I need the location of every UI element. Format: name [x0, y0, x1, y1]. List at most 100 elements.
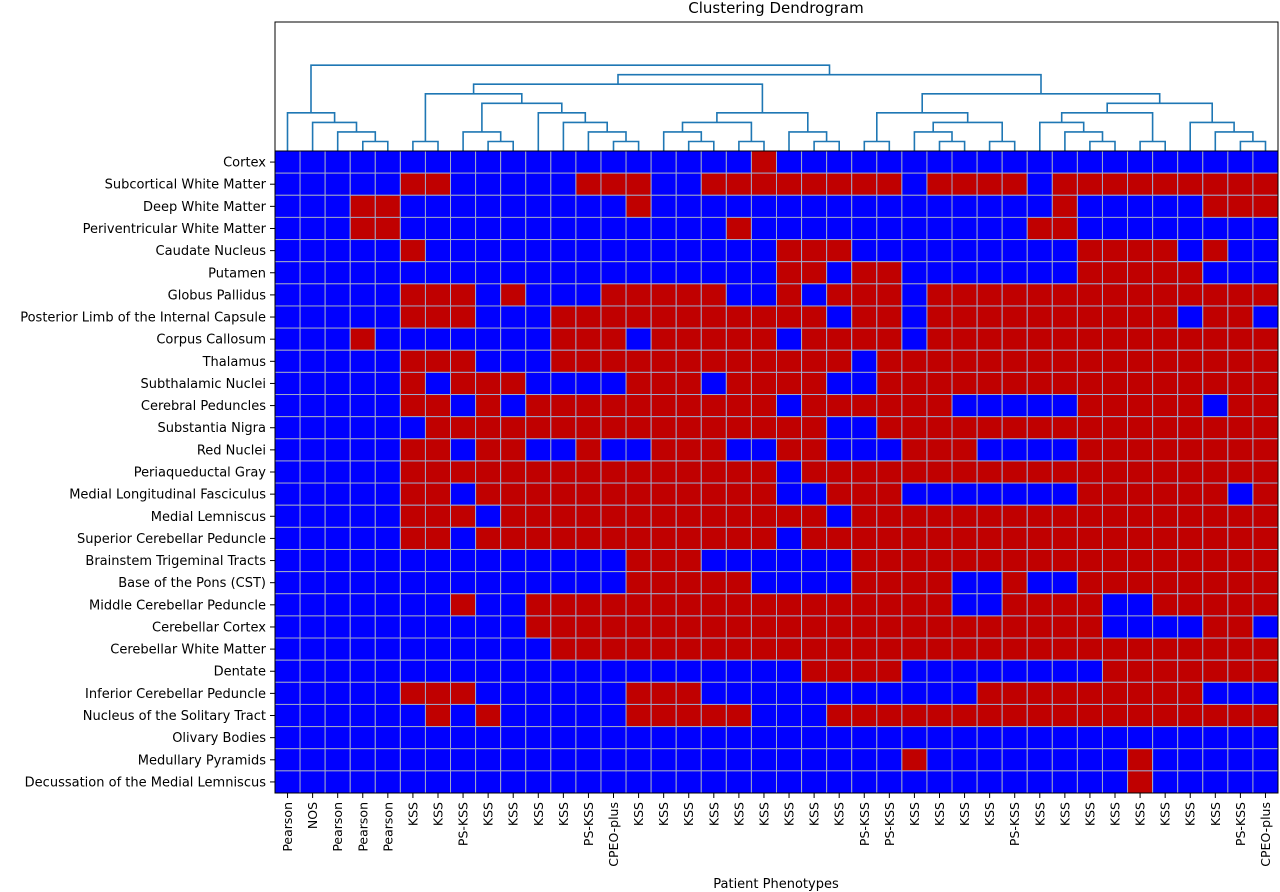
- heatmap-cell: [600, 261, 627, 285]
- heatmap-cell: [926, 216, 953, 241]
- heatmap-cell: [625, 615, 652, 639]
- heatmap-cell: [349, 637, 376, 661]
- heatmap-cell: [725, 394, 752, 418]
- heatmap-cell: [349, 239, 376, 263]
- heatmap-cell: [1252, 526, 1279, 550]
- heatmap-cell: [1152, 526, 1179, 550]
- heatmap-cell: [1152, 194, 1179, 218]
- heatmap-cell: [1076, 770, 1103, 794]
- heatmap-cell: [324, 394, 351, 418]
- heatmap-cell: [700, 416, 727, 440]
- heatmap-cell: [450, 172, 477, 196]
- heatmap-cell: [876, 615, 903, 639]
- heatmap-cell: [424, 504, 452, 528]
- heatmap-cell: [324, 615, 351, 639]
- row-label: Cerebral Peduncles: [141, 399, 266, 414]
- heatmap-cell: [876, 770, 903, 794]
- heatmap-cell: [725, 305, 752, 329]
- heatmap-cell: [1252, 571, 1279, 595]
- heatmap-cell: [951, 283, 978, 307]
- dendrogram-link: [876, 112, 969, 142]
- heatmap-cell: [901, 150, 928, 174]
- heatmap-cell: [1001, 327, 1028, 351]
- heatmap-cell: [1252, 172, 1279, 196]
- heatmap-cell: [1101, 460, 1129, 484]
- row-label: Thalamus: [202, 355, 267, 370]
- heatmap-cell: [274, 239, 301, 263]
- heatmap-cell: [725, 482, 752, 506]
- heatmap-cell: [801, 748, 828, 772]
- row-label: Corpus Callosum: [156, 333, 266, 348]
- heatmap-cell: [525, 172, 552, 196]
- heatmap-cell: [575, 460, 602, 484]
- heatmap-cell: [1001, 593, 1028, 617]
- column-label: KSS: [706, 802, 721, 826]
- heatmap-cell: [1127, 659, 1154, 683]
- heatmap-cell: [826, 216, 853, 241]
- heatmap-cell: [500, 438, 527, 462]
- heatmap-cell: [675, 371, 702, 396]
- heatmap-cell: [750, 460, 777, 484]
- heatmap-cell: [274, 438, 301, 462]
- heatmap-cell: [374, 394, 401, 418]
- heatmap-cell: [951, 150, 978, 174]
- heatmap-cell: [299, 216, 326, 241]
- heatmap-cell: [475, 216, 502, 241]
- heatmap-cell: [550, 216, 577, 241]
- heatmap-cell: [725, 438, 752, 462]
- heatmap-cell: [1202, 327, 1229, 351]
- heatmap-cell: [600, 482, 627, 506]
- heatmap-cell: [851, 460, 878, 484]
- heatmap-cell: [299, 504, 326, 528]
- heatmap-cell: [801, 150, 828, 174]
- heatmap-cell: [776, 394, 803, 418]
- heatmap-cell: [1001, 615, 1028, 639]
- column-label: Pearson: [280, 802, 295, 852]
- heatmap-cell: [575, 548, 602, 573]
- heatmap-cell: [399, 681, 426, 705]
- heatmap-cell: [600, 239, 627, 263]
- heatmap-cell: [1252, 283, 1279, 307]
- heatmap-cell: [951, 726, 978, 750]
- dendrogram-link: [1039, 121, 1085, 151]
- heatmap-cell: [876, 438, 903, 462]
- heatmap-cell: [675, 172, 702, 196]
- heatmap-cell: [274, 261, 301, 285]
- heatmap-cell: [525, 283, 552, 307]
- heatmap-cell: [450, 394, 477, 418]
- heatmap-cell: [500, 504, 527, 528]
- heatmap-cell: [299, 571, 326, 595]
- heatmap-cell: [1101, 482, 1129, 506]
- heatmap-cell: [750, 371, 777, 396]
- heatmap-cell: [1202, 593, 1229, 617]
- heatmap-cell: [475, 615, 502, 639]
- heatmap-cell: [976, 726, 1003, 750]
- heatmap-cell: [650, 216, 677, 241]
- heatmap-cell: [650, 703, 677, 728]
- heatmap-cell: [976, 349, 1003, 373]
- heatmap-cell: [1026, 460, 1053, 484]
- column-label: KSS: [531, 802, 546, 826]
- heatmap-cell: [851, 770, 878, 794]
- heatmap-cell: [324, 726, 351, 750]
- heatmap-cell: [1101, 504, 1129, 528]
- dendrogram-link: [562, 121, 608, 151]
- row-label: Olivary Bodies: [172, 731, 266, 746]
- heatmap-cell: [700, 482, 727, 506]
- heatmap-cell: [399, 637, 426, 661]
- heatmap-cell: [349, 659, 376, 683]
- column-label: KSS: [907, 802, 922, 826]
- heatmap-cell: [776, 726, 803, 750]
- heatmap-cell: [450, 571, 477, 595]
- heatmap-cell: [851, 659, 878, 683]
- heatmap-cell: [450, 770, 477, 794]
- heatmap-cell: [600, 371, 627, 396]
- heatmap-cell: [1051, 239, 1078, 263]
- heatmap-cell: [349, 327, 376, 351]
- dendrogram-link: [310, 64, 831, 113]
- heatmap-cell: [826, 194, 853, 218]
- heatmap-cell: [1026, 681, 1053, 705]
- heatmap-cell: [1127, 681, 1154, 705]
- heatmap-cell: [951, 371, 978, 396]
- row-label: Substantia Nigra: [157, 421, 266, 436]
